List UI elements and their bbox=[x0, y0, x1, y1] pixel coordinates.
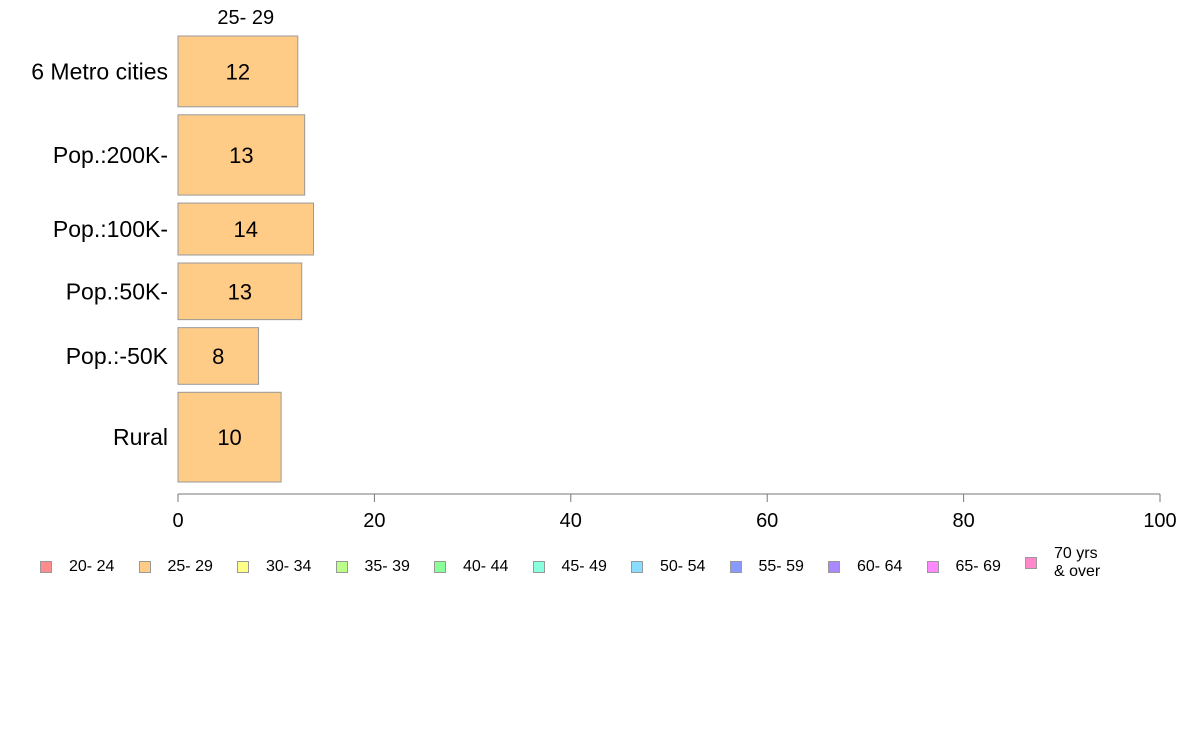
legend-swatch bbox=[335, 561, 348, 574]
category-labels: 6 Metro cities Pop.:200K- Pop.:100K- Pop.:5… bbox=[31, 58, 168, 450]
category-label: Pop.:-50K bbox=[66, 343, 169, 369]
legend-item: 25- 29 bbox=[138, 558, 213, 576]
bar-4 bbox=[177, 327, 260, 385]
legend-label: 50- 54 bbox=[660, 558, 706, 575]
legend-label: 35- 39 bbox=[364, 558, 410, 575]
x-tick-label: 100 bbox=[1143, 510, 1176, 532]
legend-swatch bbox=[926, 561, 939, 574]
legend-label: 55- 59 bbox=[758, 558, 804, 575]
legend-swatch bbox=[532, 561, 545, 574]
bar-5 bbox=[177, 391, 282, 483]
legend-item: 55- 59 bbox=[729, 558, 804, 576]
x-tick-label: 60 bbox=[756, 510, 778, 532]
legend-label: 70 yrs & over bbox=[1054, 545, 1101, 581]
legend-label: 40- 44 bbox=[463, 558, 509, 575]
legend-swatch bbox=[138, 561, 151, 574]
legend-label: 25- 29 bbox=[167, 558, 213, 575]
column-header-label: 25- 29 bbox=[217, 7, 274, 29]
bar-value-label: 14 bbox=[234, 217, 258, 242]
legend-label: 65- 69 bbox=[955, 558, 1001, 575]
legend-item: 65- 69 bbox=[926, 558, 1001, 576]
legend-swatch bbox=[631, 561, 643, 574]
legend-label: 30- 34 bbox=[266, 558, 312, 575]
legend-swatch bbox=[828, 561, 840, 574]
x-tick-label: 20 bbox=[363, 510, 385, 532]
bar-value-label: 10 bbox=[217, 425, 241, 450]
category-label: Pop.:50K- bbox=[66, 278, 168, 304]
bar-value-label: 13 bbox=[229, 143, 253, 168]
legend-item: 30- 34 bbox=[237, 558, 311, 576]
legend-item: 40- 44 bbox=[434, 558, 508, 576]
x-tick-label: 0 bbox=[172, 510, 183, 532]
legend-item: 45- 49 bbox=[532, 558, 607, 576]
legend-item: 60- 64 bbox=[828, 558, 902, 576]
legend-swatch bbox=[434, 561, 446, 574]
category-label: Pop.:200K- bbox=[53, 142, 168, 168]
bar-0 bbox=[177, 35, 299, 108]
bar-value-label: 12 bbox=[226, 59, 250, 84]
legend-label: 60- 64 bbox=[857, 558, 903, 575]
x-tick-label: 40 bbox=[560, 510, 582, 532]
legend-swatch bbox=[1025, 557, 1037, 570]
legend-label: 45- 49 bbox=[561, 558, 607, 575]
bar-value-label: 8 bbox=[212, 344, 224, 369]
x-tick-label: 80 bbox=[952, 510, 974, 532]
bar-2 bbox=[177, 202, 315, 256]
bar-3 bbox=[177, 262, 303, 321]
legend-swatch bbox=[237, 561, 249, 574]
bar-value-label: 13 bbox=[228, 279, 252, 304]
category-label: Rural bbox=[113, 424, 168, 450]
legend-item: 70 yrs & over bbox=[1025, 545, 1100, 582]
legend-item: 35- 39 bbox=[335, 558, 410, 576]
legend-item: 20- 24 bbox=[40, 558, 114, 576]
legend: 20- 24 25- 29 30- 34 35- 39 40- 44 45- 49 50- … bbox=[40, 545, 1160, 588]
x-axis: 0 20 40 60 80 100 bbox=[172, 493, 1177, 532]
legend-label: 20- 24 bbox=[69, 558, 115, 575]
legend-swatch bbox=[729, 561, 742, 574]
bar-1 bbox=[177, 114, 306, 196]
category-label: 6 Metro cities bbox=[31, 58, 168, 84]
category-label: Pop.:100K- bbox=[53, 216, 168, 242]
bars: 12 13 14 13 8 10 bbox=[177, 35, 315, 483]
legend-swatch bbox=[40, 561, 52, 574]
legend-item: 50- 54 bbox=[631, 558, 705, 576]
